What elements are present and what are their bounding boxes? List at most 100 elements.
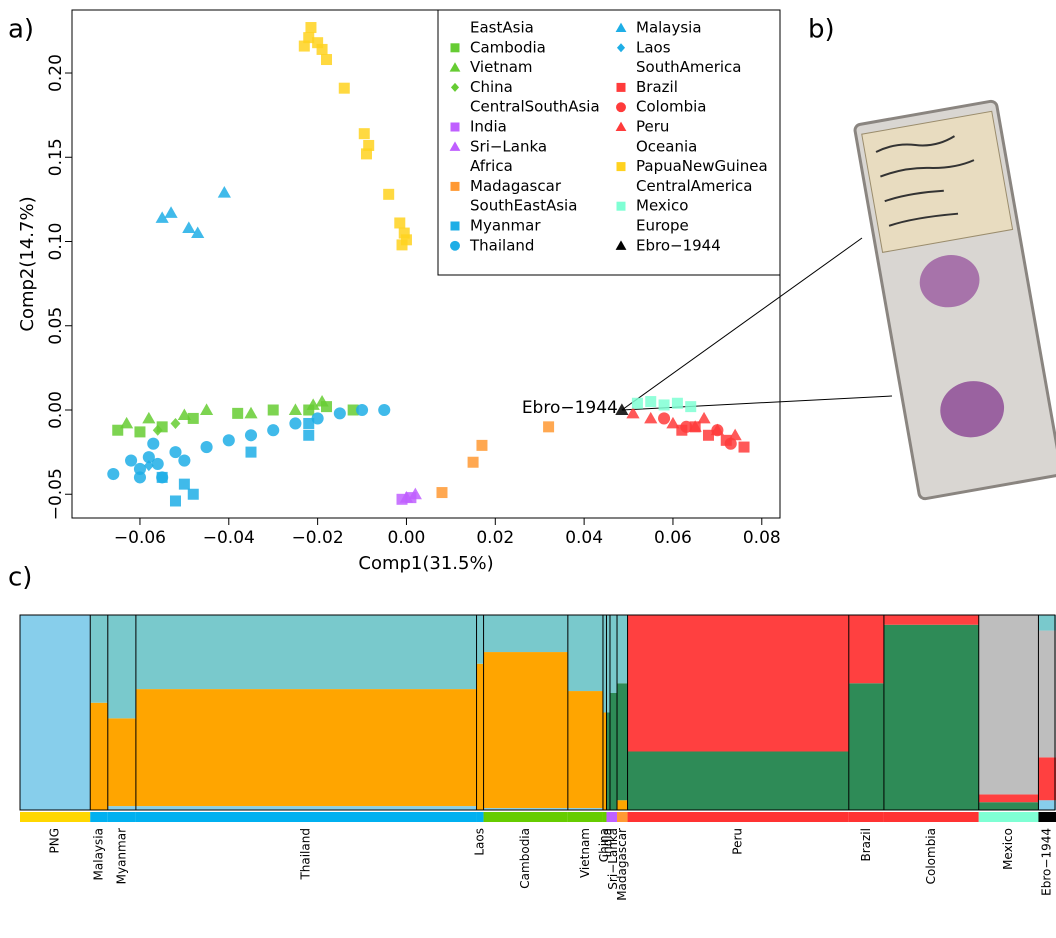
legend-label: India [470, 118, 507, 136]
x-tick-label: 0.06 [654, 528, 692, 548]
point [688, 420, 702, 432]
x-tick-label: 0.08 [743, 528, 781, 548]
point [120, 416, 134, 429]
point [543, 421, 555, 433]
smear [940, 381, 1005, 438]
legend-marker [449, 141, 461, 151]
point [199, 403, 214, 415]
legend-group: CentralSouthAsia [470, 98, 600, 116]
point [112, 424, 124, 436]
group-band [135, 812, 477, 822]
point [182, 221, 196, 233]
point [644, 411, 658, 424]
ancestry-segment [135, 806, 477, 810]
ancestry-segment [627, 615, 849, 752]
point [396, 239, 408, 251]
group-band [483, 812, 568, 822]
legend-group: Oceania [636, 137, 697, 155]
ancestry-segment [483, 652, 568, 809]
point [156, 421, 168, 433]
point [156, 471, 169, 484]
slide-label [861, 110, 1014, 253]
legend-label: Mexico [636, 197, 688, 215]
legend-marker [616, 162, 626, 172]
ancestry-segment [978, 615, 1039, 795]
panel-label: a) [8, 15, 34, 45]
point [398, 227, 410, 239]
group-band [848, 812, 884, 822]
point [355, 403, 369, 417]
ancestry-segment [617, 683, 628, 801]
point [155, 211, 169, 223]
point [142, 411, 156, 424]
point [697, 411, 711, 424]
point [267, 404, 279, 416]
point [303, 32, 315, 44]
ancestry-segment [567, 691, 603, 809]
x-tick-label: −0.06 [114, 528, 166, 548]
point [321, 401, 333, 413]
group-band [606, 812, 610, 822]
ancestry-segment [609, 693, 618, 810]
point [338, 82, 350, 94]
point [436, 487, 448, 499]
panel-label: b) [808, 15, 835, 45]
group-label: PNG [48, 828, 62, 854]
point [360, 148, 372, 160]
group-label: Madagascar [615, 828, 629, 901]
ancestry-segment [848, 683, 884, 810]
group-band [617, 812, 628, 822]
legend-group: Europe [636, 217, 689, 235]
point [615, 403, 629, 415]
point [358, 128, 370, 140]
legend-marker [450, 221, 460, 231]
legend-marker [615, 22, 627, 33]
ancestry-segment [90, 615, 108, 703]
point [244, 429, 258, 442]
point [191, 226, 205, 239]
point [383, 188, 395, 200]
ancestry-segment [135, 615, 477, 690]
ancestry-segment [20, 615, 91, 810]
point [710, 423, 724, 436]
point [363, 139, 375, 151]
legend-group: Africa [470, 157, 513, 175]
group-band [1038, 812, 1056, 822]
point [143, 460, 154, 472]
group-band [90, 812, 108, 822]
point [133, 471, 147, 484]
legend-label: Laos [636, 38, 671, 56]
legend-label: PapuaNewGuinea [636, 157, 768, 175]
point [187, 412, 199, 424]
y-tick-label: 0.20 [46, 54, 66, 92]
point [288, 403, 303, 415]
point [658, 399, 670, 411]
point [671, 397, 683, 409]
group-label: Vietnam [578, 828, 592, 878]
point [244, 406, 258, 419]
point [303, 417, 315, 429]
smear [919, 255, 980, 308]
point [107, 467, 120, 481]
ancestry-segment [135, 689, 477, 807]
legend-group: SouthAmerica [636, 58, 741, 76]
point [645, 396, 657, 408]
point [164, 206, 178, 218]
group-label: Peru [731, 828, 745, 855]
y-tick-label: 0.00 [46, 391, 66, 429]
ancestry-segment [476, 663, 484, 810]
ancestry-segment [883, 624, 979, 810]
legend-marker [616, 102, 626, 113]
point [178, 454, 191, 467]
point [187, 488, 199, 500]
x-tick-label: 0.00 [388, 528, 426, 548]
point [289, 417, 302, 430]
group-label: India [601, 828, 615, 857]
point [169, 495, 181, 507]
point [125, 454, 138, 467]
group-label: Thailand [299, 828, 313, 881]
point [702, 429, 714, 441]
point [311, 412, 324, 425]
point [169, 446, 182, 459]
point [685, 401, 697, 413]
